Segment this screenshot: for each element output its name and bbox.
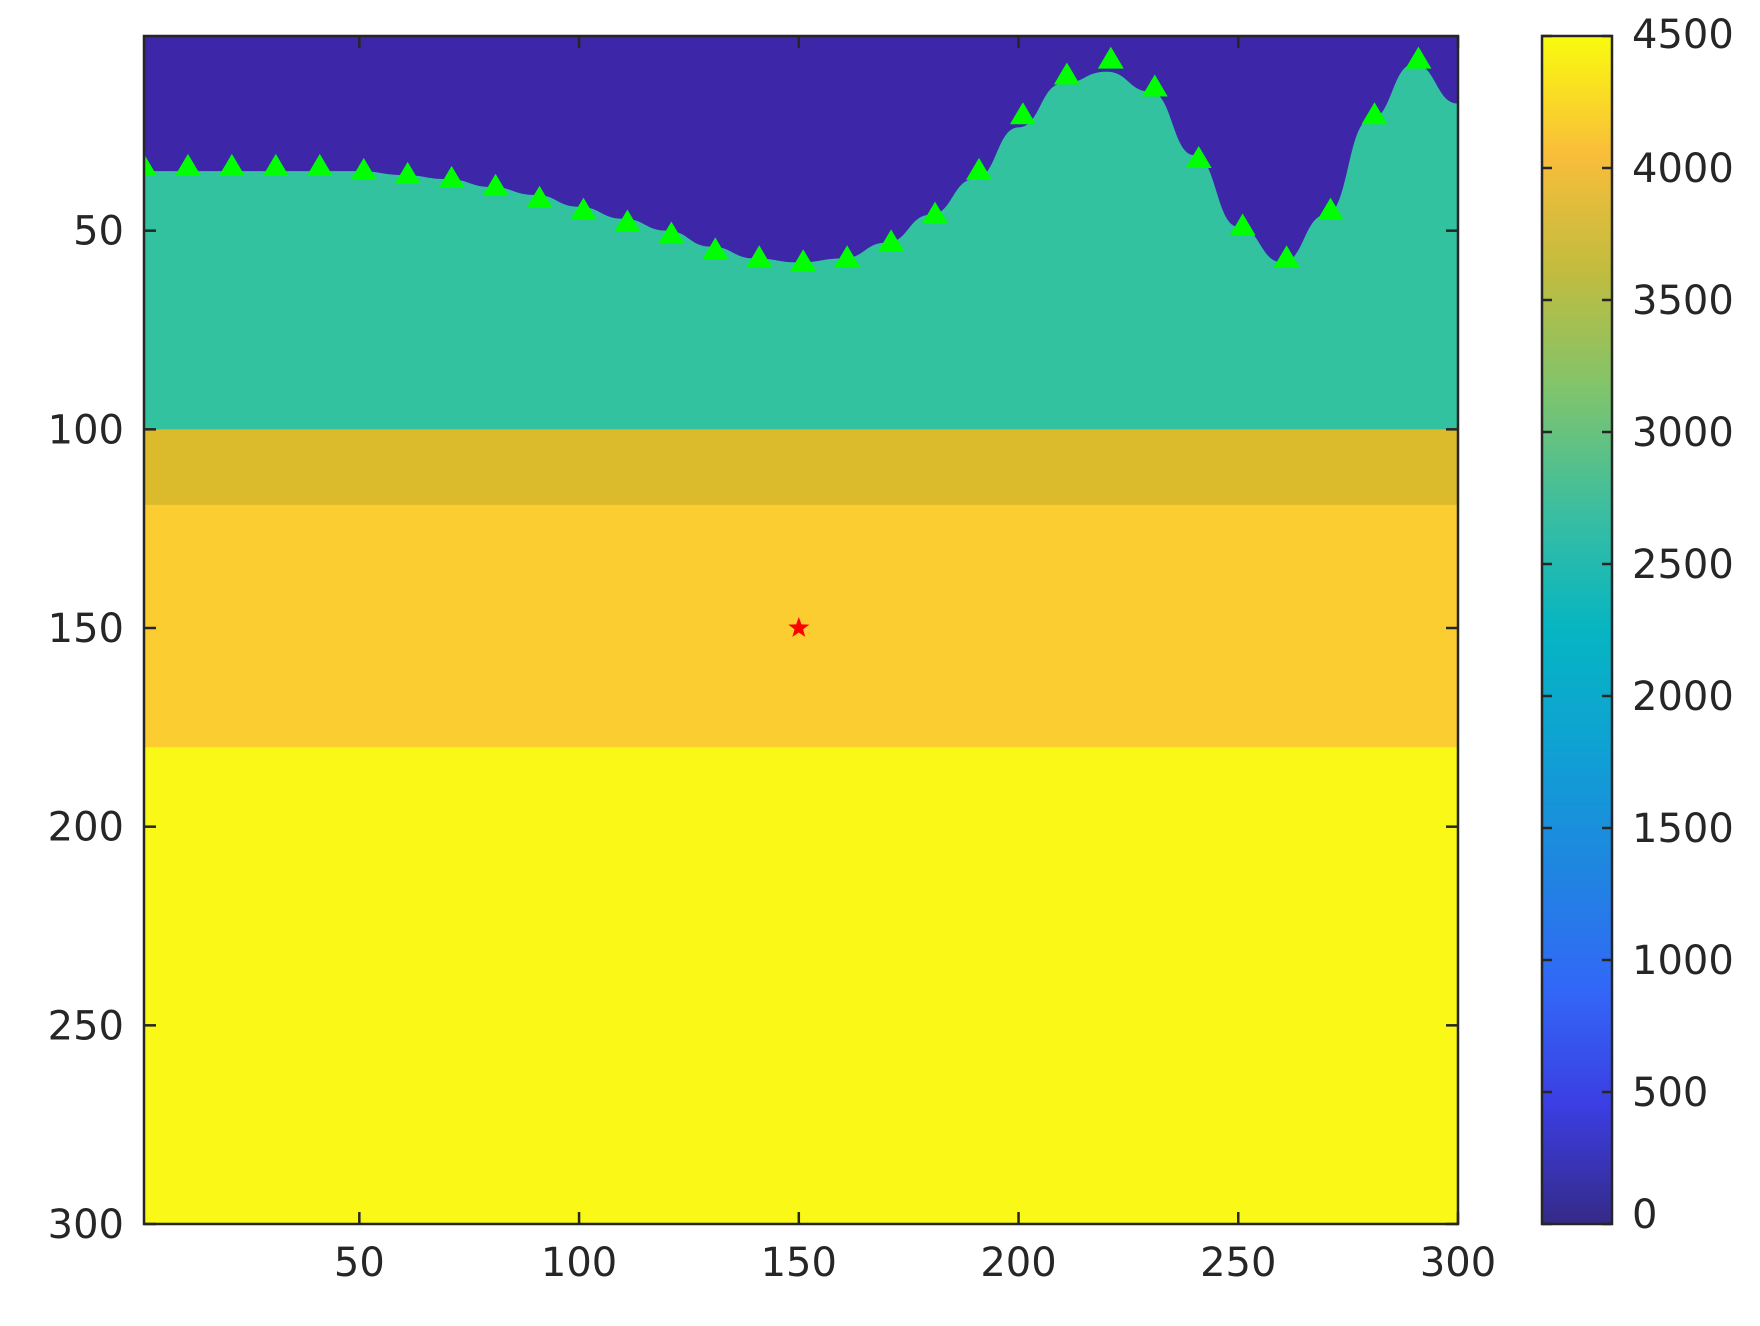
- receiver-point-8: [482, 173, 509, 196]
- receiver-point-7: [438, 165, 465, 188]
- receiver-point-14: [746, 245, 773, 268]
- colorbar-tick-label-500: 500: [1632, 1070, 1708, 1116]
- plot-frame: [142, 34, 1460, 1226]
- source-marker: [788, 617, 810, 637]
- y-axis: 50 100 150 200 250 300: [48, 209, 1458, 1248]
- colorbar-tick-label-2000: 2000: [1632, 674, 1734, 720]
- receiver-point-21: [1053, 62, 1080, 85]
- y-tick-label-200: 200: [48, 805, 124, 851]
- receiver-point-23: [1141, 74, 1168, 97]
- y-tick-label-250: 250: [48, 1003, 124, 1049]
- receiver-point-28: [1361, 102, 1388, 125]
- colorbar: 0 500 1000 1500 2000 2500 3000 3500 4000 4500: [1540, 12, 1734, 1238]
- receiver-point-15: [790, 249, 817, 272]
- receiver-point-9: [526, 185, 553, 208]
- receiver-point-3: [262, 153, 289, 176]
- colorbar-tick-label-0: 0: [1632, 1192, 1657, 1238]
- receiver-point-26: [1273, 245, 1300, 268]
- receiver-point-5: [350, 157, 377, 180]
- receiver-point-0: [144, 153, 157, 176]
- x-tick-label-50: 50: [334, 1240, 385, 1286]
- heatmap-plot-area: [144, 36, 1458, 1224]
- layer-4500: [144, 747, 1458, 1224]
- receiver-point-27: [1317, 197, 1344, 220]
- colorbar-tick-label-4500: 4500: [1632, 12, 1734, 58]
- receiver-point-2: [218, 153, 245, 176]
- x-tick-label-150: 150: [761, 1240, 837, 1286]
- receiver-point-16: [834, 245, 861, 268]
- receiver-point-20: [1009, 102, 1036, 125]
- receiver-point-17: [878, 229, 905, 252]
- colorbar-tick-label-1000: 1000: [1632, 938, 1734, 984]
- receiver-point-18: [922, 201, 949, 224]
- x-tick-label-200: 200: [980, 1240, 1056, 1286]
- colorbar-ticks: 0 500 1000 1500 2000 2500 3000 3500 4000 4500: [1542, 12, 1734, 1238]
- y-tick-label-50: 50: [73, 209, 124, 255]
- y-tick-label-100: 100: [48, 407, 124, 453]
- colorbar-tick-label-3000: 3000: [1632, 410, 1734, 456]
- receiver-point-10: [570, 197, 597, 220]
- x-axis: 50 100 150 200 250 300: [334, 36, 1496, 1286]
- colorbar-tick-label-4000: 4000: [1632, 146, 1734, 192]
- receiver-point-25: [1229, 213, 1256, 236]
- x-tick-label-300: 300: [1420, 1240, 1496, 1286]
- colorbar-tick-label-1500: 1500: [1632, 806, 1734, 852]
- receiver-point-12: [658, 221, 685, 244]
- receiver-markers: [144, 46, 1432, 272]
- y-tick-label-150: 150: [48, 606, 124, 652]
- colorbar-scale: [1540, 34, 1614, 1226]
- receiver-point-4: [306, 153, 333, 176]
- colorbar-tick-label-3500: 3500: [1632, 278, 1734, 324]
- receiver-point-1: [174, 153, 201, 176]
- receiver-point-22: [1097, 46, 1124, 69]
- y-tick-label-300: 300: [48, 1202, 124, 1248]
- receiver-point-29: [1405, 46, 1432, 69]
- source-star: [788, 617, 810, 637]
- receiver-point-6: [394, 161, 421, 184]
- receiver-point-11: [614, 209, 641, 232]
- receiver-point-13: [702, 237, 729, 260]
- x-tick-label-250: 250: [1200, 1240, 1276, 1286]
- receiver-point-19: [965, 157, 992, 180]
- colorbar-tick-label-2500: 2500: [1632, 542, 1734, 588]
- receiver-point-24: [1185, 145, 1212, 168]
- x-tick-label-100: 100: [541, 1240, 617, 1286]
